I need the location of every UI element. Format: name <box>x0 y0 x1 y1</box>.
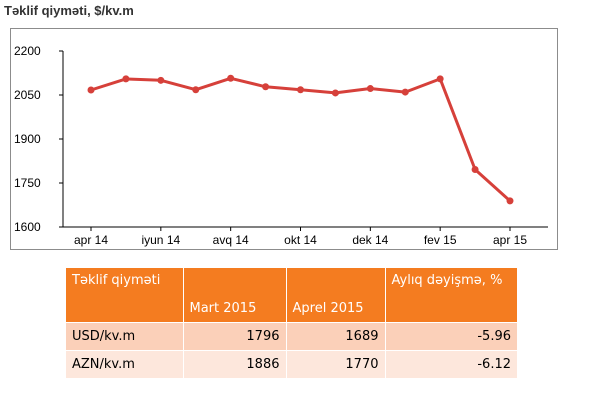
cell-march-usd: 1796 <box>183 321 287 350</box>
x-tick-label: avq 14 <box>213 233 249 247</box>
chart-svg: 2200 2050 1900 1750 1600 apr 14 iyun 14 avq 14 o… <box>10 28 558 250</box>
header-april-2015: Aprel 2015 <box>286 268 386 322</box>
row-unit-usd: USD/kv.m <box>66 321 184 350</box>
cell-march-azn: 1886 <box>183 349 287 378</box>
x-tick-label: okt 14 <box>284 233 317 247</box>
y-tick-label: 2050 <box>14 88 41 102</box>
data-point <box>157 76 165 84</box>
x-tick-label: apr 14 <box>74 233 108 247</box>
header-monthly-change: Aylıq dəyişmə, % <box>385 268 517 322</box>
data-point <box>471 166 479 174</box>
cell-april-azn: 1770 <box>286 349 386 378</box>
y-tick-label: 1600 <box>14 220 41 234</box>
x-tick-label: iyun 14 <box>141 233 180 247</box>
data-point <box>87 86 95 94</box>
data-point <box>366 85 374 93</box>
x-tick-label: apr 15 <box>493 233 527 247</box>
data-point <box>436 75 444 83</box>
header-march-2015: Mart 2015 <box>183 268 287 322</box>
row-unit-azn: AZN/kv.m <box>66 349 184 378</box>
cell-change-azn: -6.12 <box>385 349 517 378</box>
table-row: USD/kv.m 1796 1689 -5.96 <box>66 321 517 350</box>
header-offer-price: Təklif qiyməti <box>66 268 184 322</box>
y-tick-label: 2200 <box>14 44 41 58</box>
data-point <box>331 89 339 97</box>
data-point <box>401 88 409 96</box>
x-tick-label: dek 14 <box>352 233 388 247</box>
data-point <box>262 83 270 91</box>
page-title: Təklif qiyməti, $/kv.m <box>4 3 134 18</box>
y-tick-label: 1900 <box>14 132 41 146</box>
table-row: AZN/kv.m 1886 1770 -6.12 <box>66 349 517 378</box>
data-point <box>227 74 235 82</box>
cell-change-usd: -5.96 <box>385 321 517 350</box>
y-tick-label: 1750 <box>14 176 41 190</box>
data-point <box>506 197 514 205</box>
cell-april-usd: 1689 <box>286 321 386 350</box>
table-header-row: Təklif qiyməti Mart 2015 Aprel 2015 Aylı… <box>66 268 517 322</box>
data-point <box>192 86 200 94</box>
chart-frame <box>10 28 558 250</box>
data-point <box>122 75 130 83</box>
price-chart: 2200 2050 1900 1750 1600 apr 14 iyun 14 avq 14 o… <box>10 28 558 250</box>
x-tick-label: fev 15 <box>424 233 457 247</box>
price-table: Təklif qiyməti Mart 2015 Aprel 2015 Aylı… <box>66 268 517 378</box>
data-point <box>297 86 304 94</box>
